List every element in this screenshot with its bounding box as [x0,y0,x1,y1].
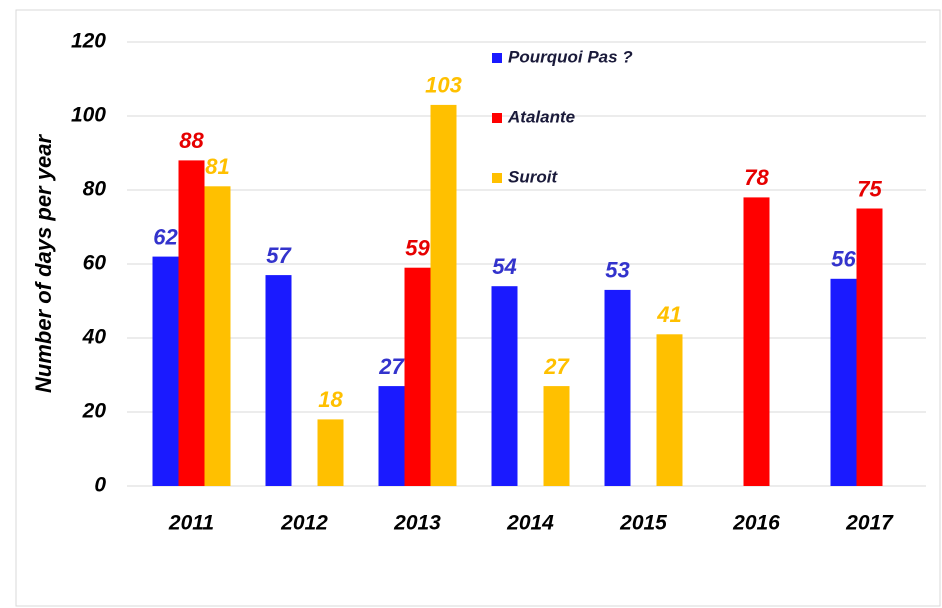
data-label: 59 [405,236,430,261]
legend-swatch [492,113,502,123]
y-tick-label: 20 [82,400,107,423]
y-tick-label: 0 [94,474,106,497]
y-tick-label: 60 [83,252,107,275]
bar [152,256,179,486]
data-label: 57 [266,243,292,268]
bar [265,275,292,486]
data-label: 88 [179,128,204,153]
y-tick-label: 80 [83,178,107,201]
data-label: 41 [656,302,681,327]
bar [378,386,405,486]
x-tick-label: 2012 [280,512,328,535]
data-label: 75 [857,176,882,201]
legend-swatch [492,173,502,183]
data-label: 62 [153,224,178,249]
bar [743,197,770,486]
data-label: 27 [543,354,570,379]
bar [543,386,570,486]
y-tick-label: 40 [82,326,107,349]
legend-label: Suroit [508,167,558,186]
bar [830,278,857,486]
data-label: 54 [492,254,516,279]
data-label: 103 [425,73,462,98]
x-tick-label: 2017 [845,512,894,535]
x-tick-label: 2013 [393,512,441,535]
x-tick-label: 2016 [732,512,780,535]
data-label: 56 [831,247,856,272]
x-tick-label: 2014 [506,512,554,535]
bar [491,286,518,486]
x-tick-label: 2011 [168,512,214,535]
bar [404,267,431,486]
legend-swatch [492,53,502,63]
bar [317,419,344,486]
data-label: 81 [205,154,229,179]
bar [178,160,205,486]
bar [204,186,231,487]
data-label: 18 [318,387,343,412]
bar [656,334,683,486]
y-tick-label: 120 [71,30,106,53]
y-axis-title: Number of days per year [31,134,56,393]
x-tick-label: 2015 [619,512,667,535]
y-tick-label: 100 [71,104,106,127]
data-label: 53 [605,258,629,283]
bar [604,289,631,486]
legend-label: Atalante [507,107,575,126]
data-label: 27 [378,354,405,379]
data-label: 78 [744,165,769,190]
legend-label: Pourquoi Pas ? [508,47,633,66]
bar [430,104,457,487]
bar [856,208,883,486]
